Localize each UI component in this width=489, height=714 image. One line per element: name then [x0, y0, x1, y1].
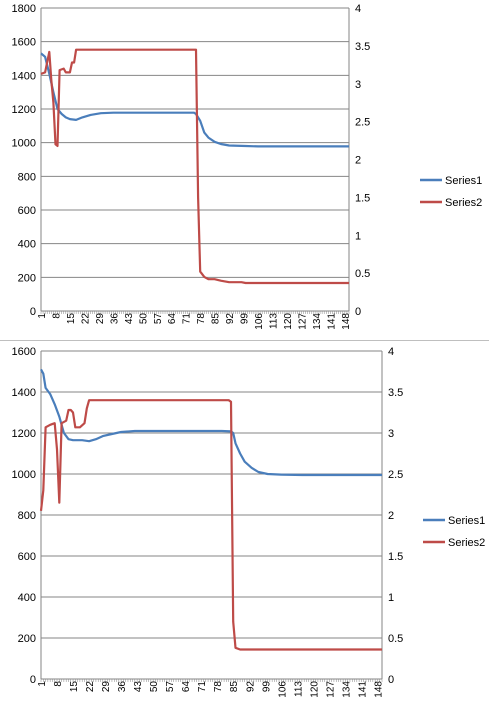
x-tick-label: 99: [261, 681, 272, 693]
x-tick-label: 92: [245, 681, 256, 693]
x-tick-label: 71: [197, 681, 208, 693]
x-tick-label: 22: [85, 681, 96, 693]
y-tick-label: 1400: [12, 387, 36, 399]
x-tick-label: 141: [357, 681, 368, 698]
chart-top: 0 200 400 600 800 1000 1200 1400 1600 1800 0 0.5 1 1.…: [12, 3, 483, 330]
x-tick-label: 22: [80, 313, 91, 325]
legend-label-1: Series1: [445, 175, 482, 187]
y-tick-label: 1600: [12, 346, 36, 358]
x-tick-label: 127: [297, 313, 308, 330]
x-tick-label: 36: [109, 313, 120, 325]
y-tick-label: 0: [30, 306, 36, 318]
x-tick-label: 120: [309, 681, 320, 698]
x-tick-label: 64: [181, 681, 192, 693]
x-tick-label: 29: [101, 681, 112, 693]
x-tick-label: 148: [373, 681, 384, 698]
y-tick-label: 1200: [12, 104, 36, 116]
x-tick-label: 141: [326, 313, 337, 330]
series-line-1: [40, 52, 349, 148]
x-tick-label: 15: [69, 681, 80, 693]
x-tick-label: 64: [167, 313, 178, 325]
x-tick-label: 134: [312, 313, 323, 330]
y-tick-label: 0: [30, 674, 36, 686]
y-tick-label: 1400: [12, 70, 36, 82]
x-tick-label: 43: [133, 681, 144, 693]
x-tick-label: 78: [213, 681, 224, 693]
y-tick-label: 600: [18, 205, 36, 217]
y2-tick-label: 2.5: [388, 469, 403, 481]
y-tick-label: 1200: [12, 428, 36, 440]
x-tick-label: 134: [341, 681, 352, 698]
x-tick-label: 85: [211, 313, 222, 325]
x-tick-label: 29: [95, 313, 106, 325]
y-tick-label: 400: [18, 239, 36, 251]
y-tick-label: 1000: [12, 469, 36, 481]
y2-tick-label: 2: [388, 510, 394, 522]
x-tick-label: 106: [254, 313, 265, 330]
y2-tick-label: 0: [355, 306, 361, 318]
x-tick-label: 1: [37, 681, 48, 687]
y-tick-label: 600: [18, 551, 36, 563]
y2-tick-label: 4: [355, 3, 361, 15]
x-tick-label: 8: [51, 313, 62, 319]
y2-tick-label: 1.5: [355, 192, 370, 204]
chart-bottom: 0 200 400 600 800 1000 1200 1400 1600 0 0.5 1 1.5 2 2.…: [12, 346, 486, 698]
y2-tick-label: 3: [388, 428, 394, 440]
x-tick-label: 50: [149, 681, 160, 693]
chart-divider: [0, 340, 489, 341]
x-tick-label: 1: [37, 313, 48, 319]
y-tick-label: 200: [18, 633, 36, 645]
series-line-2: [39, 399, 382, 651]
y2-tick-label: 2: [355, 155, 361, 167]
y-tick-label: 800: [18, 510, 36, 522]
x-tick-label: 78: [196, 313, 207, 325]
legend-label-2: Series2: [448, 537, 485, 549]
y2-tick-label: 0.5: [388, 633, 403, 645]
legend-label-2: Series2: [445, 197, 482, 209]
x-tick-label: 113: [269, 313, 280, 329]
x-tick-label: 99: [240, 313, 251, 325]
y2-tick-label: 4: [388, 346, 394, 358]
x-tick-label: 57: [165, 681, 176, 693]
y2-tick-label: 3: [355, 79, 361, 91]
y-tick-label: 1000: [12, 138, 36, 150]
y2-tick-label: 0: [388, 674, 394, 686]
y-tick-label: 800: [18, 171, 36, 183]
x-tick-label: 106: [277, 681, 288, 698]
y2-tick-label: 0.5: [355, 268, 370, 280]
x-tick-label: 15: [66, 313, 77, 325]
x-tick-label: 85: [229, 681, 240, 693]
y2-tick-label: 3.5: [355, 41, 370, 53]
legend-label-1: Series1: [448, 515, 485, 527]
x-tick-label: 127: [325, 681, 336, 698]
x-tick-label: 148: [341, 313, 352, 330]
x-tick-label: 113: [293, 681, 304, 697]
x-tick-label: 8: [53, 681, 64, 687]
y-tick-label: 1800: [12, 3, 36, 15]
x-tick-label: 36: [117, 681, 128, 693]
y2-tick-label: 1: [388, 592, 394, 604]
x-tick-label: 43: [124, 313, 135, 325]
x-tick-label: 50: [138, 313, 149, 325]
y-tick-label: 200: [18, 272, 36, 284]
x-tick-label: 57: [153, 313, 164, 325]
x-tick-label: 71: [182, 313, 193, 325]
x-tick-label: 120: [283, 313, 294, 330]
y2-tick-label: 2.5: [355, 117, 370, 129]
y2-tick-label: 1: [355, 230, 361, 242]
y2-tick-label: 3.5: [388, 387, 403, 399]
series-line-1: [40, 368, 382, 477]
y2-tick-label: 1.5: [388, 551, 403, 563]
y-tick-label: 400: [18, 592, 36, 604]
x-tick-label: 92: [225, 313, 236, 325]
y-tick-label: 1600: [12, 37, 36, 49]
series-line-2: [40, 48, 349, 285]
